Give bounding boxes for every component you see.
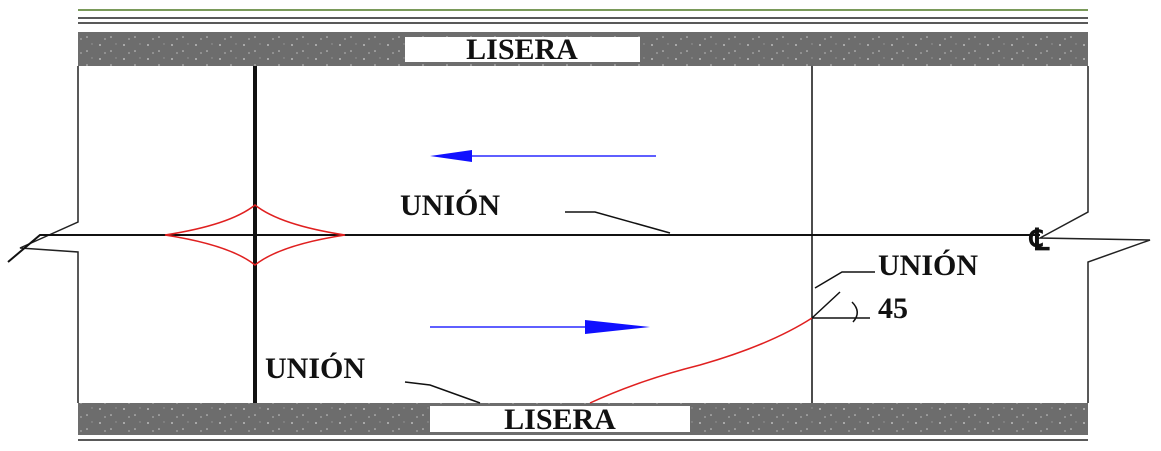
red-joint <box>589 317 813 404</box>
angle-label: 45 <box>878 292 908 325</box>
label-box <box>405 37 640 62</box>
angle-mark <box>811 291 870 323</box>
leader <box>565 211 671 234</box>
joint-label: UNIÓN <box>878 249 978 282</box>
break-lines <box>19 66 1151 403</box>
top-edge <box>78 9 1088 24</box>
leader <box>814 271 875 289</box>
arrow-left <box>430 150 656 162</box>
arrow-right <box>430 320 650 334</box>
joint-label: UNIÓN <box>265 352 365 385</box>
centerline-symbol: ℄ <box>1028 224 1050 257</box>
centerline <box>7 234 1040 263</box>
joint-label: UNIÓN <box>400 189 500 222</box>
leader <box>404 381 481 404</box>
band-label: LISERA <box>504 403 616 436</box>
label-box <box>430 406 690 432</box>
band-label: LISERA <box>466 33 578 66</box>
red-joint <box>164 204 346 266</box>
